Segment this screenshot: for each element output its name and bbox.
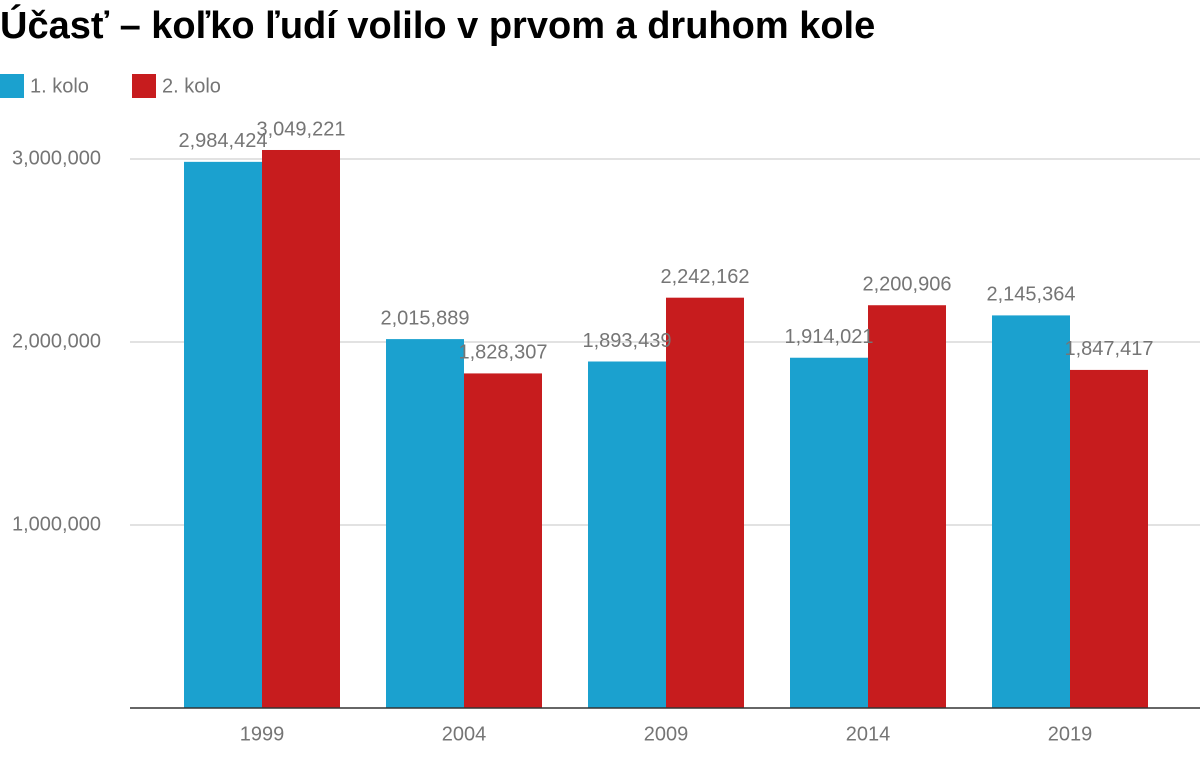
data-label: 1,847,417 — [1065, 338, 1154, 360]
y-tick-label: 1,000,000 — [12, 513, 101, 535]
y-tick-label: 3,000,000 — [12, 147, 101, 169]
data-label: 2,145,364 — [987, 284, 1076, 306]
x-tick-label: 2009 — [644, 723, 689, 745]
data-label: 1,914,021 — [785, 326, 874, 348]
legend-swatch — [0, 74, 24, 98]
bar — [1070, 369, 1148, 708]
data-label: 3,049,221 — [257, 118, 346, 140]
x-tick-label: 1999 — [240, 723, 285, 745]
legend-swatch — [132, 74, 156, 98]
data-label: 2,015,889 — [381, 307, 470, 329]
data-label: 2,984,424 — [179, 130, 268, 152]
bar — [666, 297, 744, 708]
bar — [588, 361, 666, 708]
bar — [184, 161, 262, 708]
x-tick-label: 2004 — [442, 723, 487, 745]
bar — [262, 149, 340, 708]
legend-label: 2. kolo — [162, 75, 221, 97]
bar — [790, 357, 868, 708]
bar — [868, 305, 946, 708]
bar — [464, 373, 542, 708]
data-label: 1,893,439 — [583, 330, 672, 352]
y-tick-label: 2,000,000 — [12, 330, 101, 352]
x-tick-label: 2014 — [846, 723, 891, 745]
data-label: 1,828,307 — [459, 342, 548, 364]
data-label: 2,242,162 — [661, 266, 750, 288]
legend-label: 1. kolo — [30, 75, 89, 97]
bar — [992, 315, 1070, 708]
bar — [386, 339, 464, 708]
chart-title: Účasť – koľko ľudí volilo v prvom a druh… — [0, 3, 875, 47]
data-label: 2,200,906 — [863, 274, 952, 296]
x-tick-label: 2019 — [1048, 723, 1093, 745]
